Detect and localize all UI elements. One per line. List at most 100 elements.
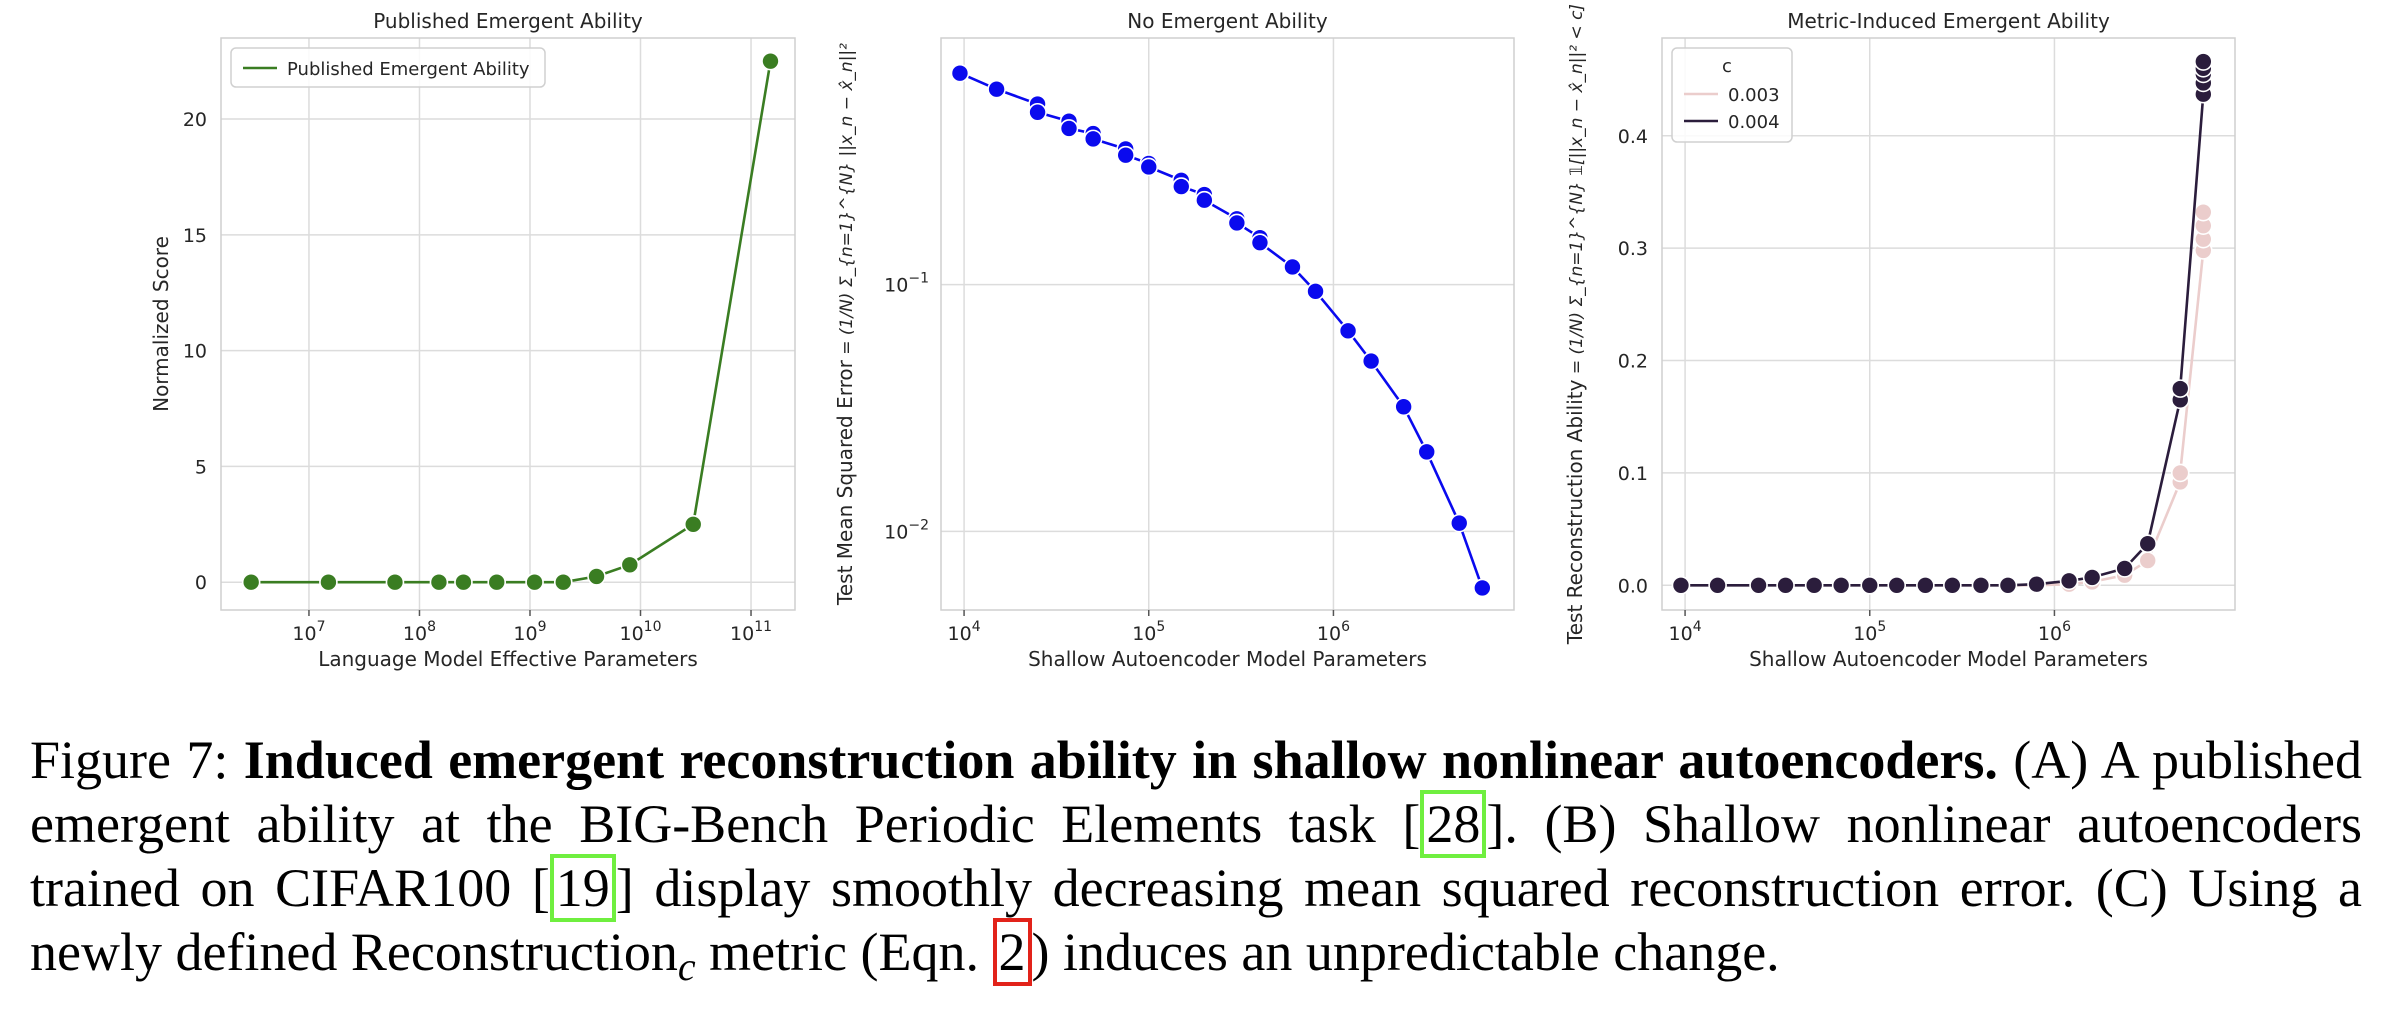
chart-legend: c 0.003 0.004	[1671, 47, 1793, 143]
data-point	[1283, 257, 1302, 277]
caption-part-e: ) induces an unpredictable change.	[1031, 922, 1780, 982]
x-tick-label-exponent: 5	[1156, 619, 1165, 635]
x-tick-label: 108	[403, 619, 436, 645]
citation-link-19[interactable]: 19	[549, 854, 616, 922]
data-point	[1998, 575, 2018, 595]
data-point	[1195, 190, 1214, 210]
data-point	[1028, 102, 1047, 122]
data-point	[1250, 233, 1270, 252]
x-tick-label-exponent: 10	[644, 619, 662, 635]
data-point	[319, 572, 338, 592]
y-tick-label: 0.4	[1618, 126, 1648, 148]
caption-title: Induced emergent reconstruction ability …	[243, 730, 1998, 790]
y-axis-label: Normalized Score	[149, 236, 173, 412]
x-tick-label-exponent: 9	[538, 619, 547, 635]
data-point	[553, 572, 573, 592]
data-point	[1394, 397, 1413, 417]
y-axis-label-text: Test Mean Squared Error	[833, 359, 857, 606]
chart-title: Published Emergent Ability	[373, 9, 643, 33]
x-tick-label-base: 10	[513, 623, 537, 645]
chart-title: No Emergent Ability	[1127, 9, 1328, 33]
plot-frame	[1661, 37, 2236, 611]
y-tick-label: 0	[195, 572, 207, 594]
data-point	[1227, 213, 1247, 233]
data-point	[2170, 379, 2190, 398]
x-tick-label-exponent: 8	[427, 619, 436, 635]
x-tick-label: 106	[2038, 619, 2071, 645]
caption-part-c: ] display smoothly decreasing mean squar…	[30, 858, 2362, 982]
y-tick-label-exponent: −2	[908, 517, 929, 533]
x-tick-label-exponent: 4	[972, 619, 981, 635]
x-tick-label: 1010	[619, 619, 661, 645]
x-tick-label-exponent: 7	[317, 619, 326, 635]
data-point	[1887, 575, 1907, 595]
data-point	[2138, 551, 2158, 570]
legend-title: c	[1722, 56, 1732, 77]
x-tick-label-exponent: 11	[754, 619, 772, 635]
y-tick-label: 0.2	[1618, 351, 1648, 373]
y-tick-label: 5	[195, 456, 207, 478]
data-point	[385, 572, 405, 592]
x-tick-label: 104	[1669, 619, 1702, 645]
y-axis-label-formula: = (1/N) Σ_{n=1}^{N} 𝟙[||x_n − x̂_n||² < …	[1567, 4, 1587, 380]
data-point	[1417, 442, 1437, 462]
data-point	[1943, 575, 1962, 595]
data-point	[487, 572, 507, 592]
x-axis-label: Shallow Autoencoder Model Parameters	[1028, 647, 1427, 671]
data-point	[620, 555, 640, 575]
y-axis-label-group: Normalized Score	[149, 236, 173, 412]
y-tick-label: 15	[183, 225, 207, 247]
y-axis-label-group: Test Reconstruction Ability = (1/N) Σ_{n…	[1563, 4, 1587, 645]
data-point	[2027, 574, 2046, 594]
data-point	[2059, 571, 2079, 591]
y-tick-label: 0.3	[1618, 238, 1648, 260]
series-line-MSE	[959, 72, 1484, 589]
plot-frame	[220, 37, 796, 611]
y-axis-label-formula: = (1/N) Σ_{n=1}^{N} ||x_n − x̂_n||²	[837, 43, 857, 360]
data-point	[683, 515, 703, 534]
data-point	[2115, 559, 2134, 578]
y-axis-label-text: Test Reconstruction Ability	[1563, 379, 1587, 645]
citation-link-28[interactable]: 28	[1420, 790, 1487, 858]
figure-caption: Figure 7: Induced emergent reconstructio…	[30, 728, 2362, 999]
x-tick-label: 105	[1132, 619, 1165, 645]
data-point	[761, 51, 780, 71]
y-tick-label: 0.1	[1618, 463, 1648, 485]
x-tick-label-base: 10	[1317, 623, 1341, 645]
y-axis-label: Test Mean Squared Error = (1/N) Σ_{n=1}^…	[833, 43, 857, 606]
x-tick-label-base: 10	[1853, 623, 1877, 645]
x-tick-label: 1011	[730, 619, 772, 645]
data-point	[1059, 119, 1079, 138]
data-point	[525, 572, 544, 592]
data-point	[1860, 575, 1880, 595]
legend-entry-label: 0.004	[1728, 112, 1780, 133]
data-point	[1361, 351, 1381, 371]
x-tick-label: 109	[513, 619, 546, 645]
data-point	[241, 572, 261, 592]
data-point	[1804, 575, 1824, 595]
y-tick-label-base: 10	[884, 275, 908, 297]
x-tick-label-base: 10	[619, 623, 643, 645]
x-tick-label-exponent: 6	[2062, 619, 2071, 635]
x-tick-label-base: 10	[292, 623, 316, 645]
data-point	[1971, 575, 1991, 595]
series-line-Published Emergent Ability	[251, 60, 772, 584]
data-point	[2082, 568, 2102, 587]
caption-subscript-c: c	[677, 944, 696, 989]
data-point	[587, 567, 606, 586]
y-axis-label-group: Test Mean Squared Error = (1/N) Σ_{n=1}^…	[833, 43, 857, 606]
y-tick-label-base: 10	[884, 521, 908, 543]
data-point	[1749, 575, 1768, 595]
data-point	[950, 63, 970, 83]
data-point	[1831, 575, 1851, 595]
data-point	[987, 79, 1006, 99]
equation-link-2[interactable]: 2	[992, 918, 1032, 986]
x-tick-label-base: 10	[1132, 623, 1156, 645]
data-point	[454, 572, 473, 592]
plot-frame	[940, 37, 1515, 611]
y-tick-label: 10−2	[884, 517, 929, 543]
x-tick-label-exponent: 5	[1877, 619, 1886, 635]
x-axis-label: Shallow Autoencoder Model Parameters	[1749, 647, 2148, 671]
y-tick-label: 0.0	[1618, 575, 1648, 597]
y-tick-label: 10	[183, 341, 207, 363]
